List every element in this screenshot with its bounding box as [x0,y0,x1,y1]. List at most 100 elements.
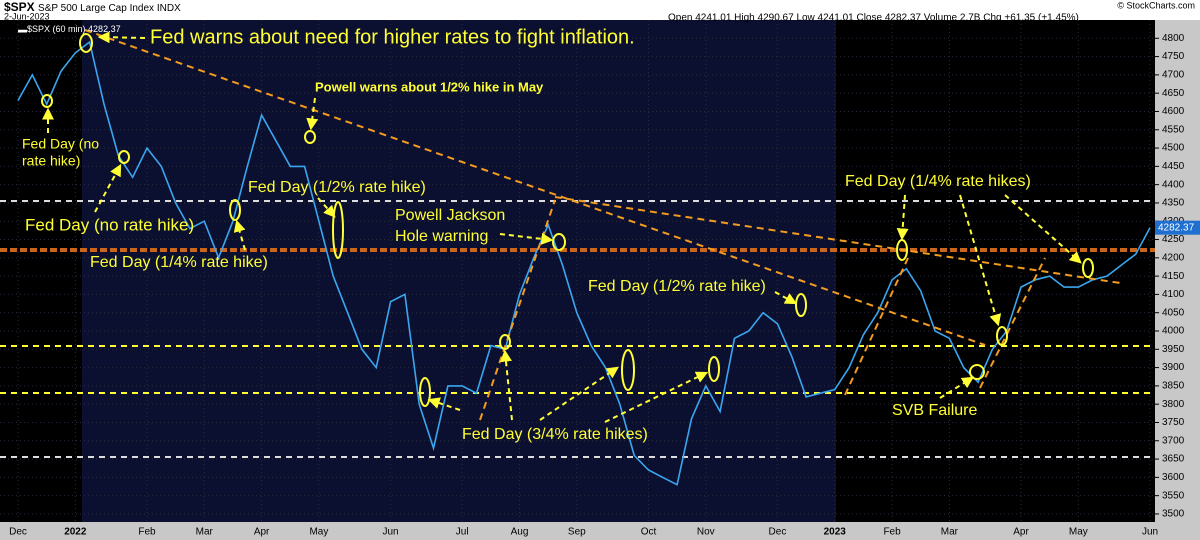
y-tick-label: 4800 [1162,33,1185,44]
annotation-arrow [774,291,798,305]
y-tick-label: 4500 [1162,143,1185,154]
year-band [82,20,836,522]
annotation-arrow [233,219,246,251]
legend-name: $SPX (60 min) [27,24,86,34]
annotation: Fed Day (no rate hike) [25,215,194,234]
x-tick-label: Jun [1142,527,1158,538]
header-title: $SPX S&P 500 Large Cap Index INDX [4,0,181,14]
marker-ellipse [795,293,807,317]
x-tick-label: Apr [1013,527,1029,538]
marker-ellipse [996,326,1008,346]
x-tick-label: Nov [697,527,715,538]
y-tick-label: 4250 [1162,234,1185,245]
y-tick-label: 4700 [1162,70,1185,81]
y-tick-label: 4200 [1162,252,1185,263]
annotation-arrow [317,197,336,218]
marker-ellipse [499,334,511,350]
y-tick-label: 4150 [1162,271,1185,282]
x-tick-label: Apr [254,527,270,538]
annotation: Fed Day (1/2% rate hike) [588,278,766,295]
marker-ellipse [304,130,316,144]
x-tick-label: Oct [641,527,657,538]
y-tick-label: 3900 [1162,362,1185,373]
x-tick-label: Mar [196,527,214,538]
legend-value: 4282.37 [88,24,121,34]
marker-ellipse [332,201,344,259]
annotation-arrow [1004,194,1082,264]
annotations: Fed warns about need for higher rates to… [22,26,1031,443]
marker-ellipse [621,349,635,391]
annotation: SVB Failure [892,402,977,419]
annotation: Fed Day (1/4% rate hikes) [845,173,1031,190]
x-tick-label: May [309,527,328,538]
x-tick-label: 2022 [64,527,87,538]
annotation-arrow [604,371,709,423]
symbol: $SPX [4,0,35,14]
annotation: Powell Jackson [395,207,505,224]
annotation: rate hike) [22,153,80,169]
y-tick-label: 3850 [1162,381,1185,392]
y-tick-label: 4100 [1162,289,1185,300]
y-tick-label: 3750 [1162,417,1185,428]
annotation-arrow [97,31,146,44]
annotation-arrow [500,349,513,421]
trend-line [84,29,986,346]
annotation-arrow [959,194,1002,327]
y-tick-label: 3650 [1162,454,1185,465]
marker-ellipse [1082,258,1094,278]
x-axis-panel [0,522,1155,540]
x-tick-label: Mar [941,527,959,538]
annotation: Hole warning [395,228,488,245]
trend-line [844,257,909,396]
credit: © StockCharts.com [1117,0,1195,10]
x-tick-label: 2023 [824,527,847,538]
header-bar [0,0,1200,20]
marker-ellipse [118,150,130,164]
y-tick-label: 3550 [1162,490,1185,501]
y-tick-label: 3700 [1162,435,1185,446]
y-tick-label: 3600 [1162,472,1185,483]
y-tick-label: 4000 [1162,326,1185,337]
annotation: Fed Day (1/4% rate hike) [90,254,268,271]
y-tick-label: 4650 [1162,88,1185,99]
annotation: Fed Day (1/2% rate hike) [248,179,426,196]
last-value-label: 4282.37 [1158,222,1195,233]
marker-ellipse [708,356,720,382]
y-tick-label: 4550 [1162,124,1185,135]
annotation: Fed Day (3/4% rate hikes) [462,426,648,443]
annotation-arrow [896,194,909,241]
x-tick-label: Jul [456,527,469,538]
annotation: Fed warns about need for higher rates to… [150,26,635,48]
x-tick-label: Feb [138,527,156,538]
y-axis-panel [1155,20,1200,540]
y-tick-label: 4350 [1162,198,1185,209]
y-tick-label: 4400 [1162,179,1185,190]
x-tick-label: Feb [883,527,901,538]
annotation-arrow [539,366,619,421]
price-line [17,40,1151,486]
x-tick-label: Jun [382,527,398,538]
annotation: Powell warns about 1/2% hike in May [315,79,544,94]
y-tick-label: 3500 [1162,509,1185,520]
index-name: S&P 500 Large Cap Index INDX [38,3,181,14]
marker-ellipse [419,377,431,407]
ohlc: Open 4241.01 High 4290.67 Low 4241.01 Cl… [668,13,1079,24]
x-tick-label: May [1069,527,1088,538]
trend-line [979,257,1046,389]
marker-ellipse [41,94,53,108]
marker-ellipse [79,33,93,53]
header-date: 2-Jun-2023 [4,11,50,21]
y-tick-label: 4050 [1162,307,1185,318]
x-tick-label: Aug [511,527,529,538]
last-value-box [1155,220,1200,235]
y-tick-label: 4600 [1162,106,1185,117]
x-tick-label: Dec [9,527,27,538]
x-tick-label: Dec [769,527,787,538]
y-tick-label: 4750 [1162,51,1185,62]
x-tick-label: Sep [568,527,586,538]
y-tick-label: 3950 [1162,344,1185,355]
annotation-arrow [939,376,975,399]
annotation-shapes [41,29,1121,423]
